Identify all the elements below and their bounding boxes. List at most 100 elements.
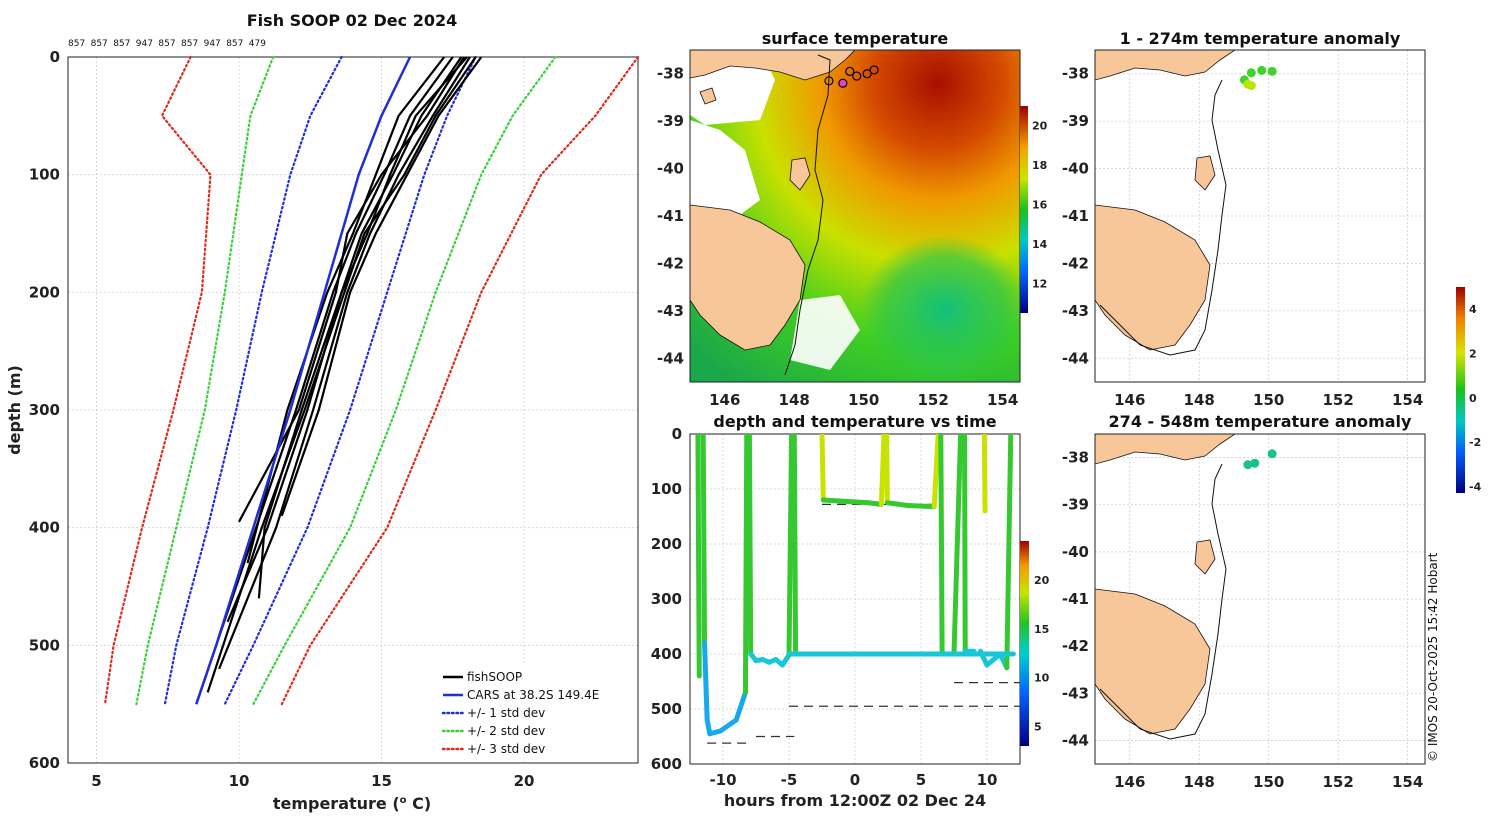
anomaly-lower-chart: 274 - 548m temperature anomaly 146 148 150… — [1062, 412, 1426, 791]
ts-y-tick: 0 — [672, 425, 682, 443]
anom-lower-y-tick: -44 — [1062, 731, 1089, 749]
anom-upper-x-tick: 152 — [1323, 391, 1354, 409]
legend-label: fishSOOP — [467, 670, 522, 684]
ts-x-tick: 0 — [850, 771, 860, 789]
sst-station-marker — [869, 65, 879, 75]
ts-y-tick: 600 — [651, 755, 682, 773]
profile-x-tick: 15 — [371, 772, 392, 790]
ts-y-tick: 100 — [651, 480, 682, 498]
profile-top-label: 857 — [158, 39, 175, 49]
ts-colorbar-tick: 20 — [1034, 574, 1050, 587]
profile-y-label: depth (m) — [5, 365, 24, 455]
sst-title: surface temperature — [762, 29, 949, 48]
anom-upper-y-tick: -40 — [1062, 160, 1089, 178]
anom-upper-y-tick: -38 — [1062, 65, 1089, 83]
profile-y-tick: 400 — [29, 519, 60, 537]
ts-track-segment — [695, 434, 702, 679]
profile-fish-line — [246, 56, 446, 564]
sst-map-chart: surface temperature 146 148 150 152 154 -38 -3… — [657, 29, 1048, 409]
profile-y-tick: 200 — [29, 283, 60, 301]
profile-y-tick: 0 — [50, 48, 60, 66]
anom-lower-y-tick: -42 — [1062, 637, 1089, 655]
anom-upper-title: 1 - 274m temperature anomaly — [1120, 29, 1401, 48]
ts-track-segment — [786, 434, 795, 658]
sst-cloud-mask — [690, 120, 760, 230]
profile-fish-line — [206, 56, 477, 693]
ts-track-segment — [746, 434, 754, 657]
anom-lower-point — [1243, 460, 1253, 470]
sst-land-tasmania — [690, 204, 806, 351]
sst-bathymetry-contour — [784, 54, 831, 376]
sst-land-flinders — [789, 157, 811, 191]
anomaly-upper-chart: 1 - 274m temperature anomaly 146 148 150 15… — [1062, 29, 1426, 409]
anom-upper-x-tick: 148 — [1184, 391, 1215, 409]
sst-y-tick: -38 — [657, 65, 684, 83]
ts-track-segment — [820, 497, 845, 504]
profile-y-tick: 500 — [29, 636, 60, 654]
profile-std-line — [135, 55, 275, 706]
profile-std-line — [280, 55, 640, 706]
ts-title: depth and temperature vs time — [713, 412, 996, 431]
anom-upper-x-tick: 150 — [1253, 391, 1284, 409]
profile-top-label: 857 — [113, 39, 130, 49]
anom-upper-y-tick: -42 — [1062, 254, 1089, 272]
sst-x-tick: 150 — [848, 391, 879, 409]
anom-upper-axes-box — [1094, 49, 1426, 383]
sst-colorbar-ticks: 12 14 16 18 20 — [1032, 120, 1048, 291]
anom-upper-land-tasmania — [1095, 204, 1211, 351]
ts-track-segment — [1004, 434, 1014, 671]
sst-colorbar — [1020, 106, 1028, 313]
ts-track-segment — [878, 434, 887, 507]
anom-lower-x-tick: 146 — [1114, 773, 1145, 791]
profile-top-label: 857 — [91, 39, 108, 49]
ts-x-tick: 10 — [977, 771, 998, 789]
ts-y-tick: 200 — [651, 535, 682, 553]
profile-top-label: 947 — [136, 39, 153, 49]
ts-track-segment — [717, 717, 739, 734]
ts-track-segment — [905, 503, 937, 510]
ts-y-tick: 300 — [651, 590, 682, 608]
profile-x-tick: 20 — [514, 772, 535, 790]
credit-text: © IMOS 20-Oct-2025 15:42 Hobart — [1426, 552, 1440, 762]
profile-std-line — [163, 55, 343, 706]
anom-upper-y-tick: -44 — [1062, 349, 1089, 367]
sst-y-tick: -41 — [657, 207, 684, 225]
anom-lower-ticks: 146 148 150 152 154 -38 -39 -40 -41 -42 -43 -44 — [1062, 449, 1423, 791]
profile-y-tick: 600 — [29, 754, 60, 772]
anomaly-colorbar-tick: -4 — [1469, 480, 1482, 493]
profile-y-tick: 100 — [29, 166, 60, 184]
anomaly-colorbar-tick: 2 — [1469, 347, 1477, 360]
anom-upper-map — [1095, 50, 1236, 356]
profile-fish-line — [257, 56, 468, 599]
ts-colorbar-tick: 10 — [1034, 672, 1050, 685]
anom-upper-land-victoria — [1095, 50, 1236, 81]
anom-lower-land-flinders — [1194, 539, 1216, 575]
anom-lower-y-tick: -39 — [1062, 496, 1089, 514]
sst-colorbar-tick: 16 — [1032, 199, 1048, 212]
profile-std-line — [103, 55, 212, 706]
profile-top-labels: 857 857 857 947 857 857 947 857 479 — [68, 39, 266, 49]
sst-y-tick: -44 — [657, 349, 684, 367]
ts-track-segment — [791, 434, 799, 657]
anom-upper-x-tick: 146 — [1114, 391, 1145, 409]
sst-station-marker — [852, 71, 862, 81]
sst-station-marker — [824, 76, 834, 86]
profile-top-label: 857 — [181, 39, 198, 49]
profile-x-label: temperature (o C) — [273, 794, 431, 813]
legend-label: +/- 3 std dev — [467, 742, 545, 756]
sst-y-tick: -43 — [657, 302, 684, 320]
anomaly-colorbar-tick: -2 — [1469, 436, 1481, 449]
ts-colorbar-ticks: 5 10 15 20 — [1034, 574, 1050, 733]
anom-lower-title: 274 - 548m temperature anomaly — [1109, 412, 1412, 431]
sst-land-king-island — [699, 87, 717, 105]
ts-track-segment — [884, 434, 890, 506]
legend-label: +/- 1 std dev — [467, 706, 545, 720]
anom-lower-y-tick: -38 — [1062, 449, 1089, 467]
ts-colorbar — [1020, 541, 1029, 746]
ts-colorbar-tick: 5 — [1034, 720, 1042, 733]
sst-x-tick: 154 — [987, 391, 1018, 409]
sst-station-marker — [845, 66, 855, 76]
